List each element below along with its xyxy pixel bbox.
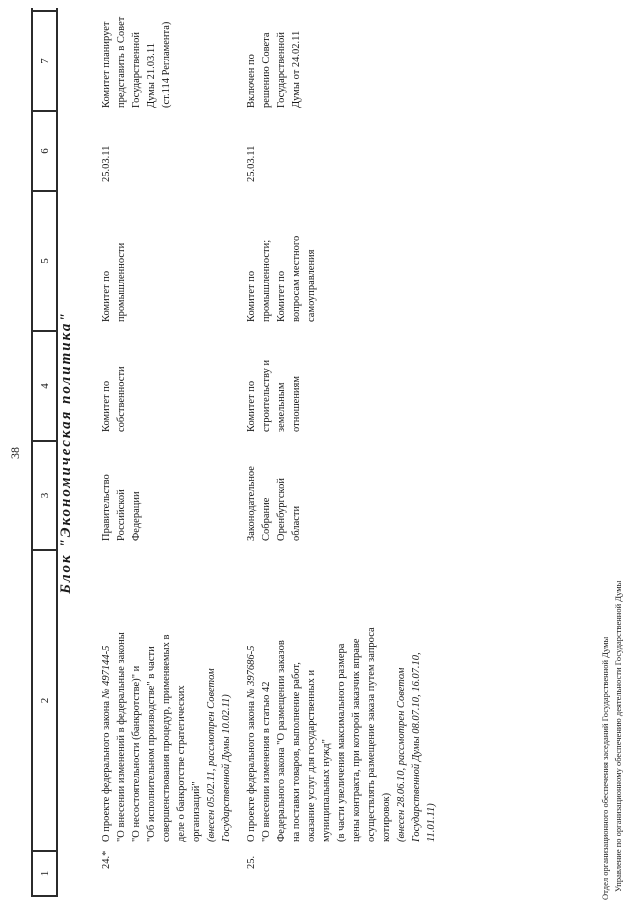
header-cell-1: 1 <box>33 850 56 897</box>
header-cell-6: 6 <box>33 110 56 190</box>
co-committee-cell: Комитет по промышленности; Комитет по во… <box>246 235 317 322</box>
bill-number: № 397686-5 <box>246 645 257 699</box>
table-row-25: 25. О проекте федерального закона № 3976… <box>244 10 439 897</box>
bill-submission-note: (внесен 05.02.11, рассмотрен Советом Гос… <box>206 668 232 842</box>
page-number: 38 <box>8 447 22 459</box>
table-row-24: 24.* О проекте федерального закона № 497… <box>99 10 234 897</box>
status-cell: Включен по решению Совета Государственно… <box>246 30 302 108</box>
footer-department-line: Отдел организационного обеспечения засед… <box>600 636 610 900</box>
row-number: 24.* <box>101 850 112 869</box>
initiator-cell: Законодательное Собрание Оренбургской об… <box>246 466 302 541</box>
header-cell-7: 7 <box>33 10 56 110</box>
date-cell: 25.03.11 <box>246 145 257 182</box>
bill-number: № 497144-5 <box>101 645 112 699</box>
bill-submission-note: (внесен 28.06.10, рассмотрен Советом Гос… <box>396 652 437 842</box>
row-number: 25. <box>246 855 257 869</box>
bill-title: О проекте федерального закона № 397686-5… <box>246 627 392 842</box>
header-cell-3: 3 <box>33 440 56 549</box>
status-cell: Комитет планирует представить в Совет Го… <box>101 16 172 108</box>
footer-directorate-line: Управление по организационному обеспечен… <box>612 580 623 892</box>
header-cell-2: 2 <box>33 549 56 850</box>
co-committee-cell: Комитет по промышленности <box>101 242 127 322</box>
responsible-committee-cell: Комитет по собственности <box>101 366 127 432</box>
bill-description-cell: О проекте федерального закона № 397686-5… <box>244 549 439 850</box>
bill-title: О проекте федерального закона № 497144-5… <box>101 632 202 842</box>
bill-description-cell: О проекте федерального закона № 497144-5… <box>99 549 234 850</box>
initiator-cell: Правительство Российской Федерации <box>101 474 142 541</box>
document-footer: Отдел организационного обеспечения засед… <box>599 581 624 900</box>
header-cell-4: 4 <box>33 330 56 440</box>
table-header-row: 1 2 3 4 5 6 7 <box>31 8 58 897</box>
date-cell: 25.03.11 <box>101 145 112 182</box>
section-title: Блок "Экономическая политика" <box>58 311 74 594</box>
responsible-committee-cell: Комитет по строительству и земельным отн… <box>246 359 302 432</box>
header-cell-5: 5 <box>33 190 56 330</box>
